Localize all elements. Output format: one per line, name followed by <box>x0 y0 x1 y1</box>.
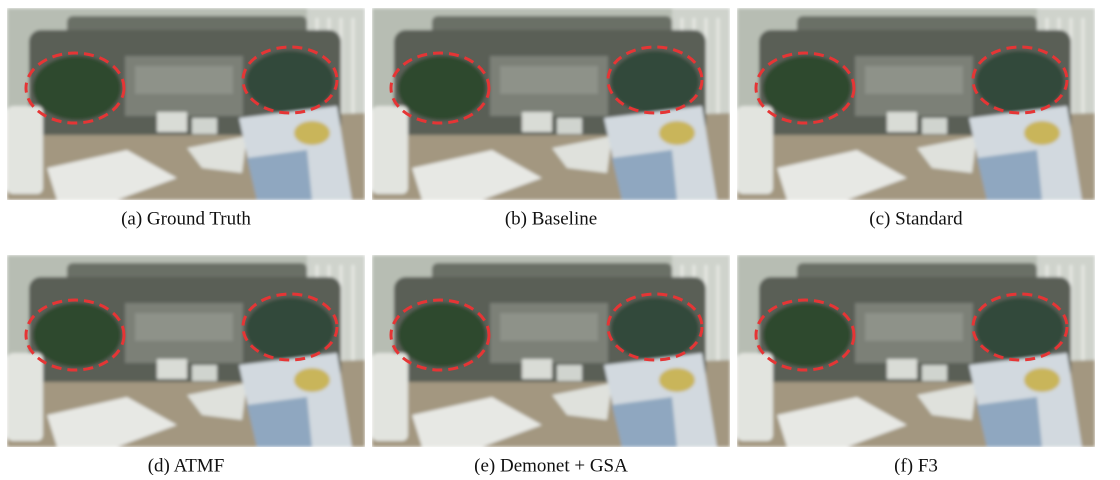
panel-caption: (b) Baseline <box>505 208 597 229</box>
panel-caption: (a) Ground Truth <box>121 208 251 229</box>
panel-image <box>737 8 1095 200</box>
panel-caption: (c) Standard <box>869 208 963 229</box>
panel-caption: (e) Demonet + GSA <box>474 455 628 475</box>
panel-image <box>7 8 365 200</box>
panel-caption: (d) ATMF <box>148 455 225 475</box>
figure: (a) Ground Truth (b) Baseline (c) Standard… <box>0 0 1120 475</box>
panel-image <box>372 8 730 200</box>
panel-image <box>372 255 730 447</box>
panel-image <box>737 255 1095 447</box>
panel-caption: (f) F3 <box>894 455 938 475</box>
panel-image <box>7 255 365 447</box>
page: (a) Ground Truth (b) Baseline (c) Standard… <box>0 0 1120 475</box>
